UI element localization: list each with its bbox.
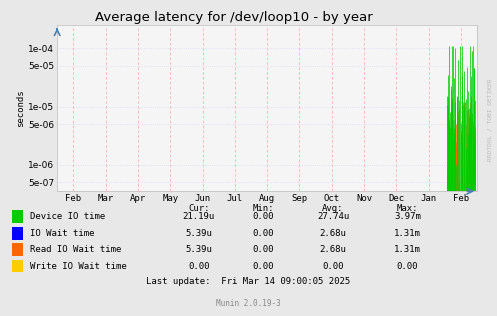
Text: Avg:: Avg:: [322, 204, 344, 213]
Text: 0.00: 0.00: [322, 262, 344, 270]
Text: 2.68u: 2.68u: [320, 245, 346, 254]
Text: 1.31m: 1.31m: [394, 229, 421, 238]
Text: Device IO time: Device IO time: [30, 212, 105, 221]
Text: Last update:  Fri Mar 14 09:00:05 2025: Last update: Fri Mar 14 09:00:05 2025: [147, 277, 350, 286]
Text: 21.19u: 21.19u: [183, 212, 215, 221]
Text: Average latency for /dev/loop10 - by year: Average latency for /dev/loop10 - by yea…: [95, 11, 372, 24]
Text: 0.00: 0.00: [252, 212, 274, 221]
Text: 2.68u: 2.68u: [320, 229, 346, 238]
Text: 0.00: 0.00: [397, 262, 418, 270]
Text: Read IO Wait time: Read IO Wait time: [30, 245, 121, 254]
Text: Munin 2.0.19-3: Munin 2.0.19-3: [216, 299, 281, 308]
Text: 3.97m: 3.97m: [394, 212, 421, 221]
Text: 0.00: 0.00: [252, 245, 274, 254]
Y-axis label: seconds: seconds: [16, 89, 25, 127]
Text: 0.00: 0.00: [252, 229, 274, 238]
Text: IO Wait time: IO Wait time: [30, 229, 94, 238]
Text: 0.00: 0.00: [252, 262, 274, 270]
Text: 5.39u: 5.39u: [185, 245, 212, 254]
Text: Min:: Min:: [252, 204, 274, 213]
Text: 0.00: 0.00: [188, 262, 210, 270]
Text: 27.74u: 27.74u: [317, 212, 349, 221]
Text: RRDTOOL / TOBI OETIKER: RRDTOOL / TOBI OETIKER: [487, 79, 492, 161]
Text: 5.39u: 5.39u: [185, 229, 212, 238]
Text: Max:: Max:: [397, 204, 418, 213]
Text: 1.31m: 1.31m: [394, 245, 421, 254]
Text: Cur:: Cur:: [188, 204, 210, 213]
Text: Write IO Wait time: Write IO Wait time: [30, 262, 127, 270]
